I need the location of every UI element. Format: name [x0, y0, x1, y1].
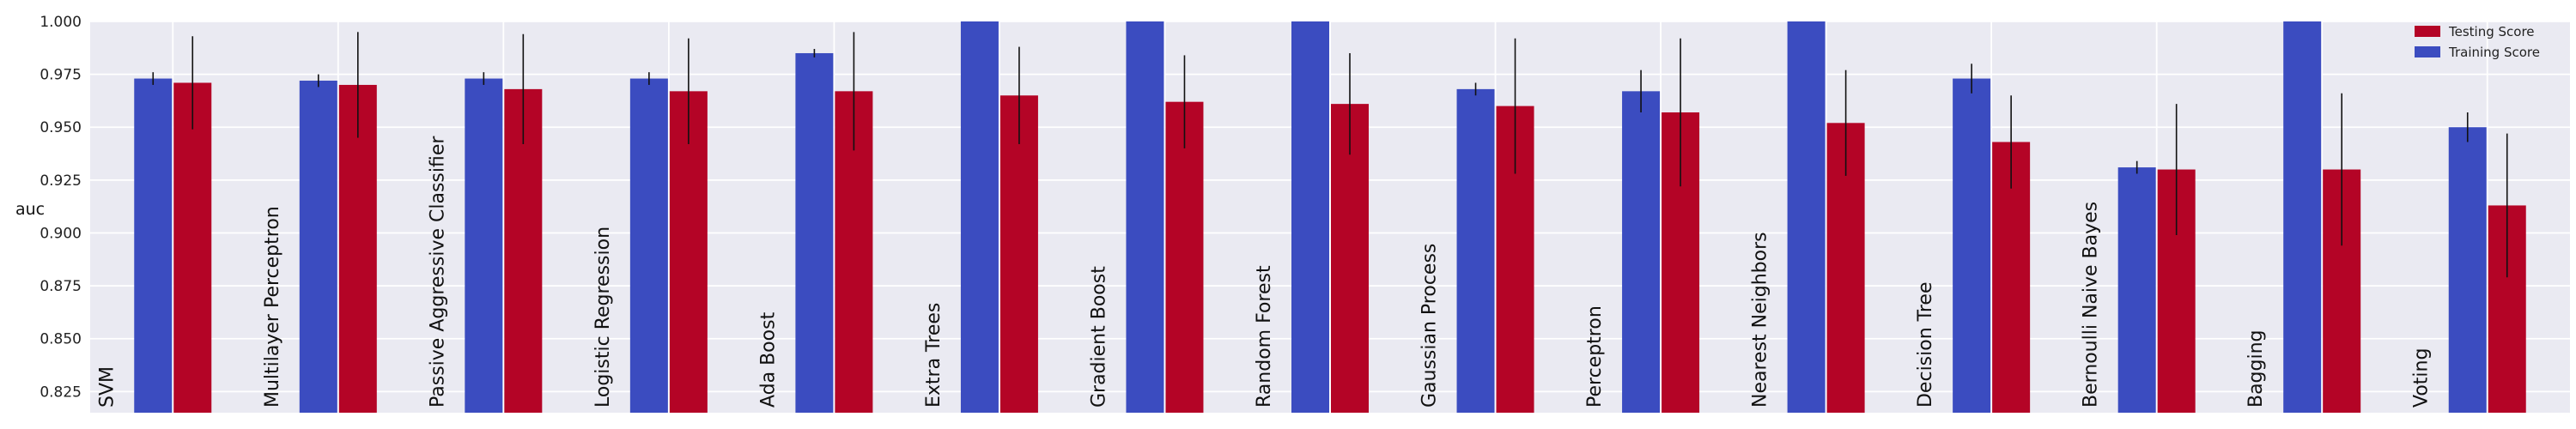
legend-label-testing: Testing Score	[2448, 24, 2535, 39]
bar-training	[1291, 21, 1329, 413]
bar-training	[960, 21, 999, 413]
y-tick-label: 0.850	[39, 331, 82, 348]
bar-training	[2117, 167, 2156, 413]
y-tick-label: 1.000	[39, 14, 82, 31]
legend-swatch-training	[2415, 46, 2440, 57]
category-label: Decision Tree	[1915, 282, 1936, 408]
category-label: Perceptron	[1584, 305, 1606, 408]
y-tick-label: 0.950	[39, 119, 82, 136]
category-label: Extra Trees	[923, 303, 945, 408]
bar-training	[2283, 21, 2322, 413]
category-label: Ada Boost	[757, 311, 779, 408]
legend-swatch-testing	[2415, 26, 2440, 37]
y-tick-label: 0.925	[39, 172, 82, 190]
category-label: Multilayer Perceptron	[262, 206, 283, 408]
bar-training	[1953, 78, 1991, 413]
category-label: Random Forest	[1254, 265, 1275, 408]
bar-testing	[173, 82, 212, 413]
category-label: SVM	[96, 366, 118, 408]
bar-training	[1126, 21, 1164, 413]
bar-training	[465, 78, 503, 413]
bar-testing	[1331, 104, 1369, 413]
bar-training	[795, 52, 834, 414]
legend-label-training: Training Score	[2448, 45, 2540, 60]
category-label: Gradient Boost	[1088, 266, 1109, 408]
category-label: Logistic Regression	[592, 227, 614, 408]
y-tick-label: 0.875	[39, 278, 82, 295]
category-label: Passive Aggressive Classifier	[427, 136, 448, 408]
category-label: Voting	[2411, 348, 2433, 408]
category-label: Nearest Neighbors	[1750, 232, 1771, 408]
bar-training	[1622, 91, 1661, 413]
bar-training	[134, 78, 173, 413]
y-axis-label: auc	[15, 200, 45, 219]
y-tick-label: 0.825	[39, 384, 82, 401]
bar-testing	[999, 95, 1038, 414]
bar-training	[299, 81, 337, 414]
bar-training	[2448, 127, 2487, 414]
category-label: Bernoulli Naive Bayes	[2081, 202, 2102, 408]
y-tick-label: 0.975	[39, 67, 82, 84]
bar-training	[1787, 21, 1826, 413]
bar-testing	[338, 84, 377, 413]
bar-training	[629, 78, 668, 413]
bar-testing	[669, 91, 708, 413]
bar-testing	[1165, 101, 1204, 414]
y-tick-label: 0.900	[39, 225, 82, 242]
bar-training	[1456, 88, 1495, 414]
category-label: Bagging	[2245, 329, 2267, 408]
category-label: Gaussian Process	[1419, 244, 1441, 408]
